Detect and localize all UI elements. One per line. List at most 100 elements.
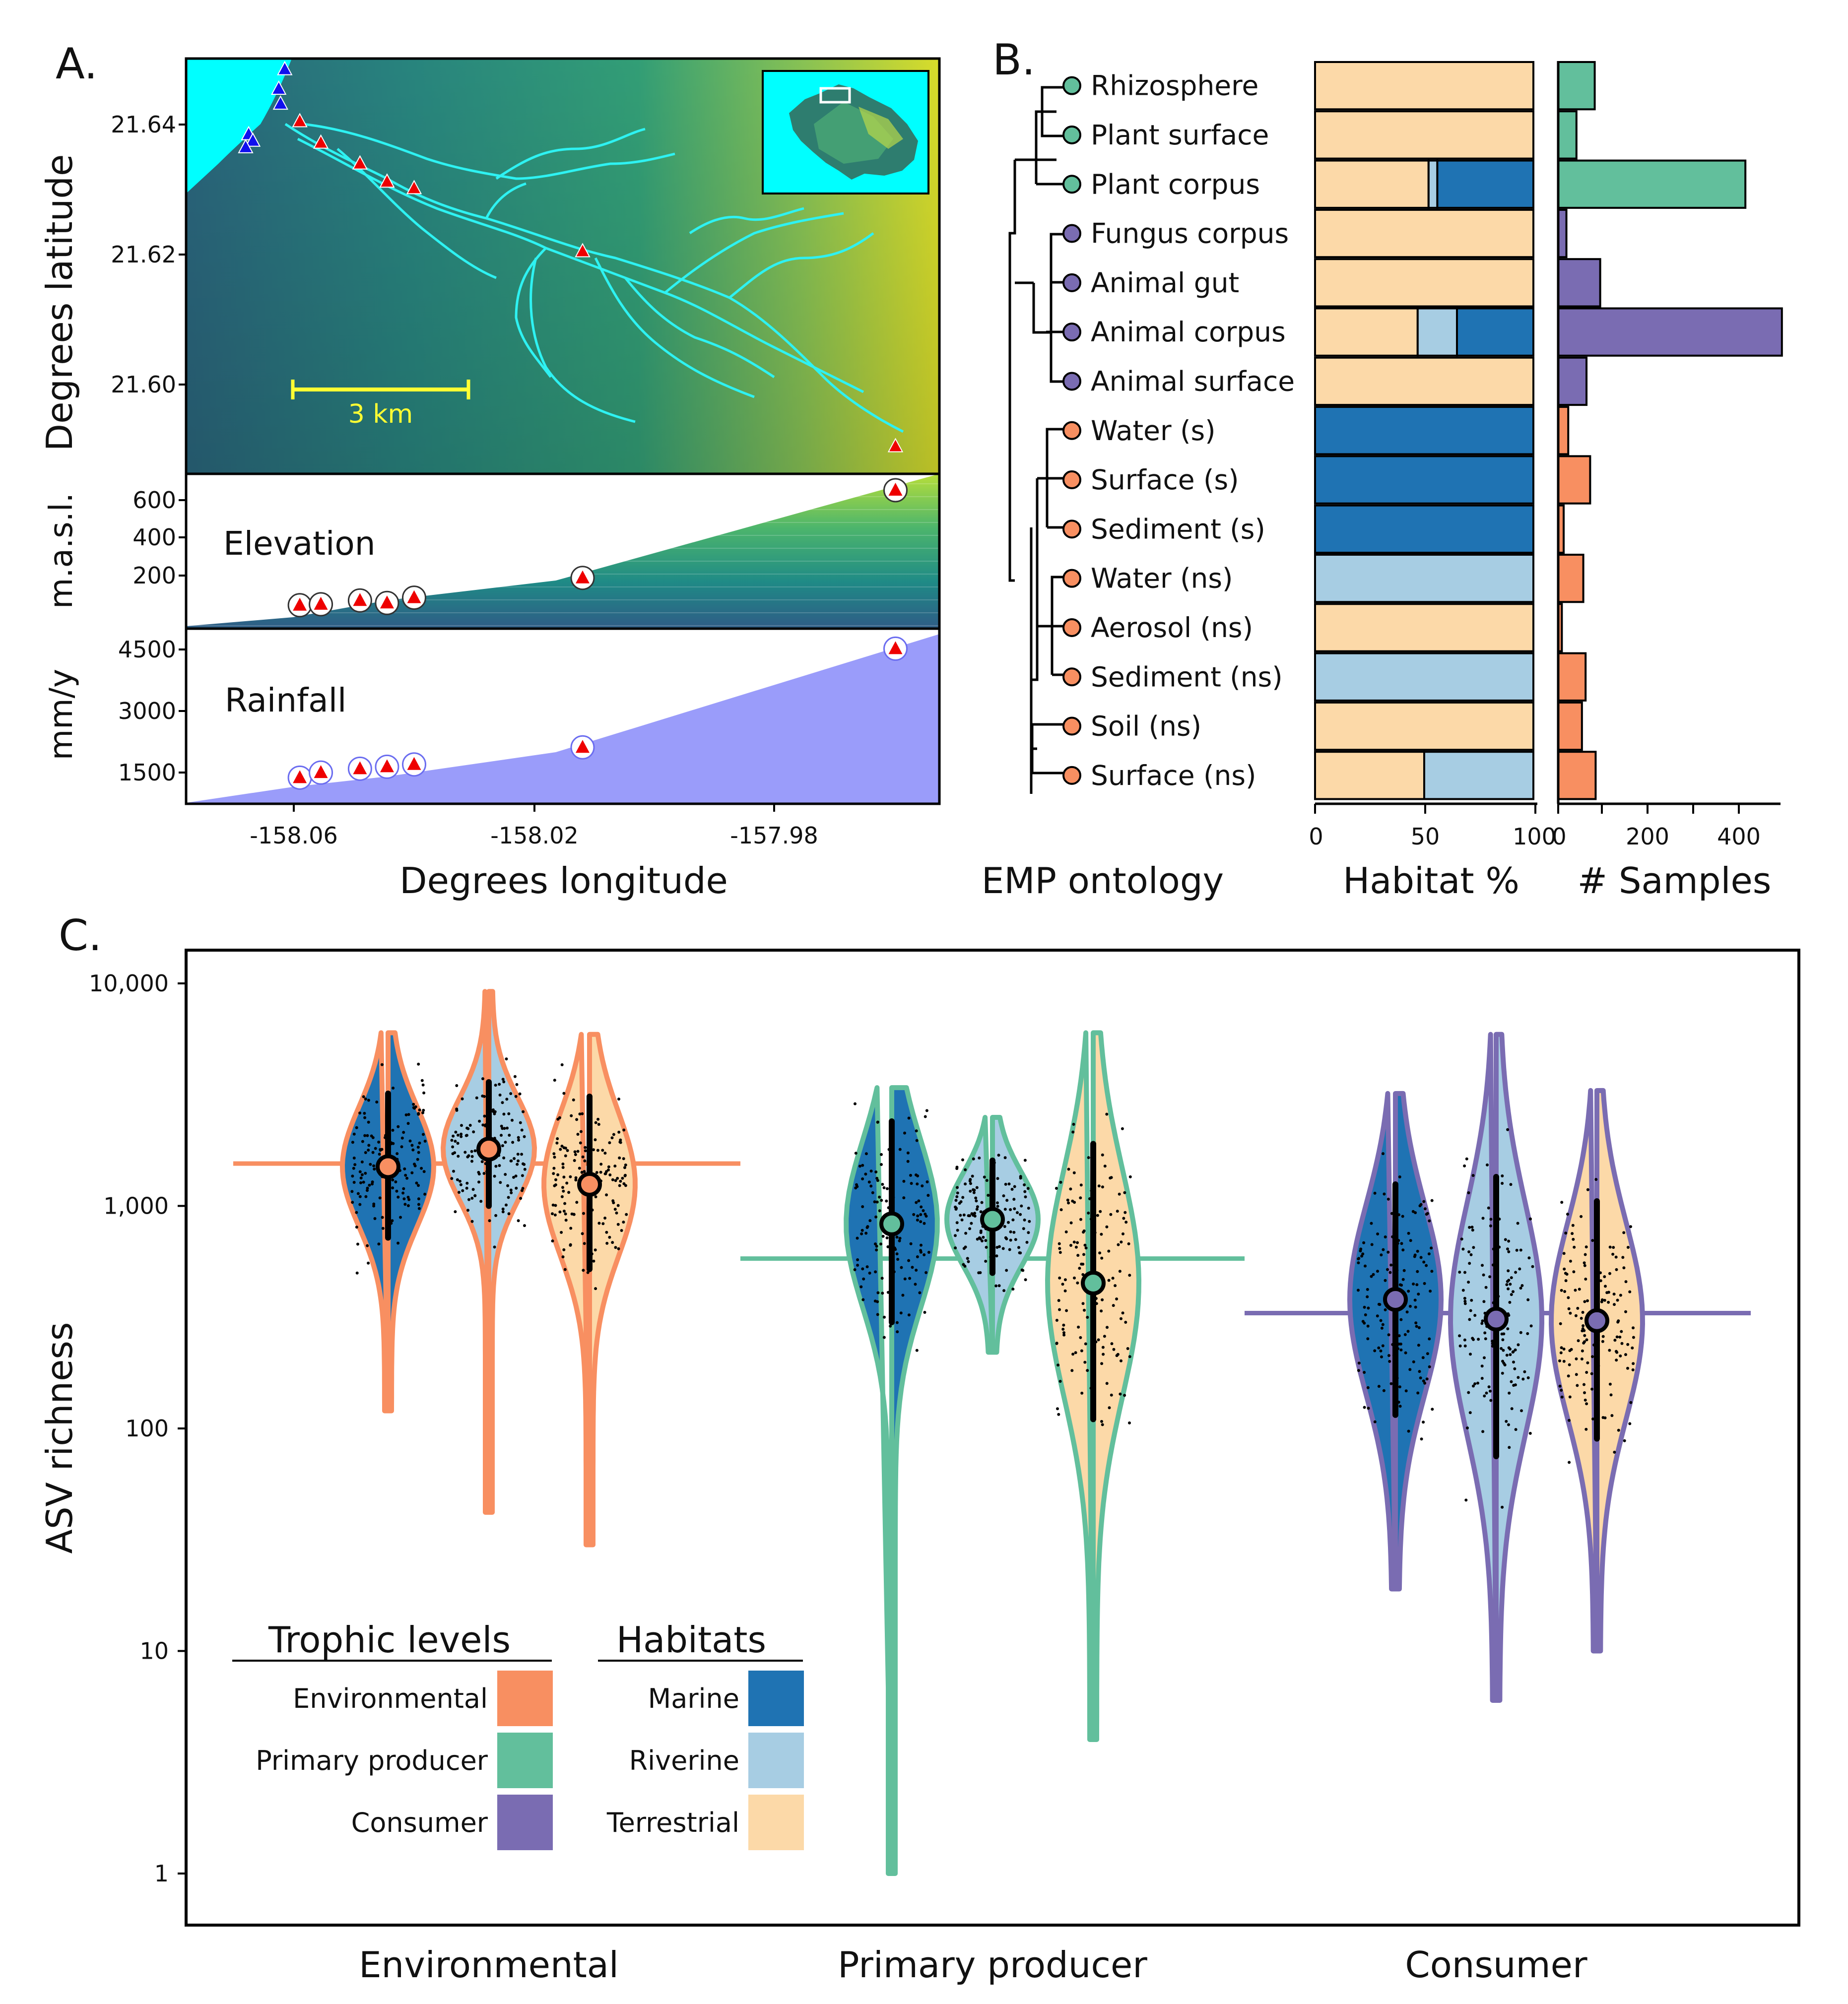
sample-point <box>1062 1323 1065 1327</box>
sample-point <box>1601 1340 1604 1343</box>
sample-point <box>1463 1271 1466 1274</box>
rainfall-site-marker <box>883 636 908 661</box>
sample-point <box>478 1119 481 1123</box>
sample-point <box>1109 1213 1113 1216</box>
sample-point <box>515 1083 519 1086</box>
stream-network <box>284 123 904 433</box>
sample-point <box>608 1141 611 1145</box>
sample-point <box>416 1158 419 1161</box>
sample-point <box>1575 1357 1578 1360</box>
sample-point <box>898 1148 902 1151</box>
sample-point <box>1559 1322 1562 1325</box>
sample-point <box>1108 1406 1111 1410</box>
sample-point <box>1005 1199 1009 1202</box>
median-point <box>879 1211 904 1236</box>
sample-point <box>457 1155 460 1158</box>
sample-point <box>561 1163 565 1165</box>
sample-point <box>1119 1392 1122 1396</box>
sample-point <box>1027 1231 1030 1234</box>
sample-point <box>1619 1293 1622 1297</box>
sample-point <box>581 1232 584 1235</box>
sample-point <box>1613 1303 1616 1306</box>
samples-tick: 200 <box>1626 823 1669 850</box>
sample-point <box>491 1110 495 1113</box>
sample-point <box>1476 1381 1479 1385</box>
sample-point <box>959 1214 962 1217</box>
sample-point <box>1466 1426 1469 1429</box>
sample-point <box>494 1214 498 1217</box>
sample-point <box>455 1084 459 1087</box>
sample-point <box>1079 1336 1082 1339</box>
ontology-row: Water (s) <box>1062 406 1570 455</box>
sample-point <box>592 1259 595 1263</box>
sample-point <box>572 1098 575 1101</box>
sample-point <box>1568 1349 1572 1353</box>
sample-point <box>1114 1284 1117 1288</box>
sample-point <box>1422 1200 1426 1203</box>
sample-point <box>964 1168 967 1171</box>
elevation-area <box>186 474 939 629</box>
habitat-bar-terrestrial <box>1314 751 1425 800</box>
sample-point <box>391 1219 394 1223</box>
sample-point <box>1523 1370 1526 1373</box>
sample-point <box>861 1164 864 1167</box>
sample-point <box>916 1219 919 1222</box>
rainfall-area <box>186 634 939 804</box>
sample-point <box>362 1180 365 1184</box>
sample-point <box>961 1196 965 1199</box>
sample-point <box>962 1213 966 1217</box>
sample-point <box>875 1248 878 1252</box>
sample-point <box>624 1164 627 1166</box>
sample-point <box>1617 1428 1620 1432</box>
sample-point <box>1084 1342 1087 1346</box>
sample-point <box>599 1170 602 1174</box>
sample-point <box>1056 1363 1060 1367</box>
sample-point <box>560 1195 564 1198</box>
sample-point <box>1558 1359 1561 1362</box>
sample-point <box>1002 1194 1005 1198</box>
sample-point <box>1072 1240 1076 1244</box>
sample-point <box>576 1133 580 1136</box>
sample-point <box>854 1152 858 1155</box>
sample-point <box>1101 1185 1104 1189</box>
sample-point <box>450 1177 454 1180</box>
sample-point <box>458 1179 462 1183</box>
sample-point <box>373 1167 376 1171</box>
sample-point <box>1399 1318 1403 1321</box>
ontology-row: Soil (ns) <box>1062 701 1583 751</box>
sample-point <box>554 1204 557 1207</box>
sample-point <box>902 1196 906 1200</box>
sample-point <box>1074 1245 1078 1249</box>
sample-point <box>918 1291 922 1294</box>
sample-point <box>1613 1450 1616 1454</box>
sample-point <box>1100 1256 1104 1260</box>
sample-point <box>919 1213 923 1216</box>
sample-point <box>964 1182 967 1186</box>
sample-point <box>1431 1408 1434 1411</box>
sample-point <box>1481 1217 1485 1220</box>
sample-point <box>898 1239 901 1242</box>
sample-point <box>1583 1334 1586 1337</box>
sample-point <box>1069 1221 1073 1225</box>
sample-point <box>569 1175 572 1178</box>
sample-point <box>1458 1344 1462 1348</box>
sample-point <box>876 1313 879 1316</box>
elevation-site-marker <box>375 590 399 615</box>
legend-label: Marine <box>648 1683 739 1714</box>
sample-point <box>417 1184 420 1187</box>
sample-point <box>516 1153 520 1156</box>
sample-point <box>1102 1353 1105 1356</box>
sample-point <box>1601 1335 1605 1338</box>
samples-bar <box>1557 751 1597 800</box>
sample-point <box>1566 1213 1569 1216</box>
sample-point <box>366 1244 369 1247</box>
sample-point <box>1386 1197 1390 1201</box>
sample-point <box>903 1131 906 1135</box>
panel-c-label: C. <box>59 911 102 961</box>
sample-point <box>995 1254 998 1258</box>
sample-point <box>569 1227 573 1230</box>
median-point <box>376 1154 400 1179</box>
sample-point <box>377 1242 381 1246</box>
sample-point <box>1400 1242 1403 1245</box>
sample-point <box>1064 1230 1068 1233</box>
